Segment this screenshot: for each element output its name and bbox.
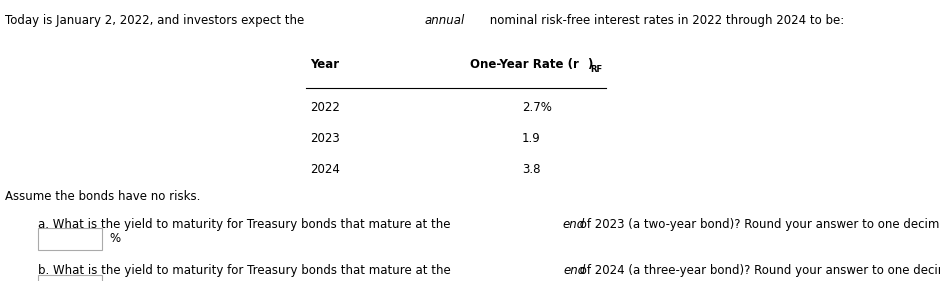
Text: ): ) [588, 58, 593, 71]
Text: One-Year Rate (r: One-Year Rate (r [470, 58, 579, 71]
Text: 2022: 2022 [310, 101, 340, 114]
Text: nominal risk-free interest rates in 2022 through 2024 to be:: nominal risk-free interest rates in 2022… [487, 14, 845, 27]
Text: %: % [109, 232, 120, 245]
Text: Assume the bonds have no risks.: Assume the bonds have no risks. [5, 190, 200, 203]
Text: b. What is the yield to maturity for Treasury bonds that mature at the: b. What is the yield to maturity for Tre… [38, 264, 454, 277]
Text: 2024: 2024 [310, 163, 340, 176]
Text: end: end [563, 264, 586, 277]
Text: 2.7%: 2.7% [522, 101, 552, 114]
Text: 3.8: 3.8 [522, 163, 540, 176]
Text: Year: Year [310, 58, 339, 71]
Text: RF: RF [590, 65, 603, 74]
Text: annual: annual [424, 14, 464, 27]
Text: Today is January 2, 2022, and investors expect the: Today is January 2, 2022, and investors … [5, 14, 307, 27]
Text: 2023: 2023 [310, 132, 340, 145]
Text: end: end [563, 218, 585, 231]
Text: of 2023 (a two-year bond)? Round your answer to one decimal place.: of 2023 (a two-year bond)? Round your an… [576, 218, 940, 231]
FancyBboxPatch shape [38, 228, 102, 250]
Text: 1.9: 1.9 [522, 132, 540, 145]
FancyBboxPatch shape [38, 275, 102, 281]
Text: of 2024 (a three-year bond)? Round your answer to one decimal place.: of 2024 (a three-year bond)? Round your … [576, 264, 940, 277]
Text: %: % [109, 280, 120, 281]
Text: a. What is the yield to maturity for Treasury bonds that mature at the: a. What is the yield to maturity for Tre… [38, 218, 454, 231]
